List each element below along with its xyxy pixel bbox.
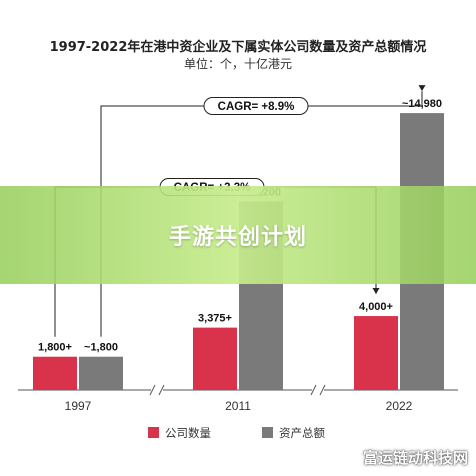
legend-swatch-资产总额 [262,427,273,438]
chart-subtitle: 单位：个，十亿港元 [183,57,292,71]
data-label-公司数量-2022: 4,000+ [359,301,393,313]
chart-title: 1997-2022年在港中资企业及下属实体公司数量及资产总额情况 [49,40,427,55]
data-label-公司数量-1997: 1,800+ [38,342,72,354]
cagr-label-0: CAGR= +8.9% [218,101,295,113]
promo-banner-text: 手游共创计划 [168,225,307,250]
site-watermark: 富运链动科技网 [362,449,468,467]
x-tick-label-2022: 2022 [386,399,413,413]
legend-swatch-公司数量 [148,427,159,438]
bar-公司数量-2022 [354,316,398,390]
cagr-arrowhead-0 [418,85,426,92]
legend-label-资产总额: 资产总额 [279,426,325,440]
bar-公司数量-1997 [33,356,77,390]
bar-公司数量-2011 [193,327,237,390]
cagr-arrowhead-1 [372,288,380,295]
legend-label-公司数量: 公司数量 [165,426,211,440]
data-label-公司数量-2011: 3,375+ [198,313,232,325]
axis-break-slash-0-b [158,384,165,396]
bar-资产总额-1997 [79,356,123,390]
axis-break-slash-0-a [149,384,156,396]
cagr-label-box-0 [203,97,309,115]
axis-break-slash-1-a [310,384,317,396]
x-tick-label-2011: 2011 [225,399,251,413]
data-label-资产总额-1997: ~1,800 [84,342,118,354]
axis-break-slash-1-b [319,384,326,396]
x-tick-label-1997: 1997 [65,399,92,413]
promo-banner: 手游共创计划 [0,186,476,284]
